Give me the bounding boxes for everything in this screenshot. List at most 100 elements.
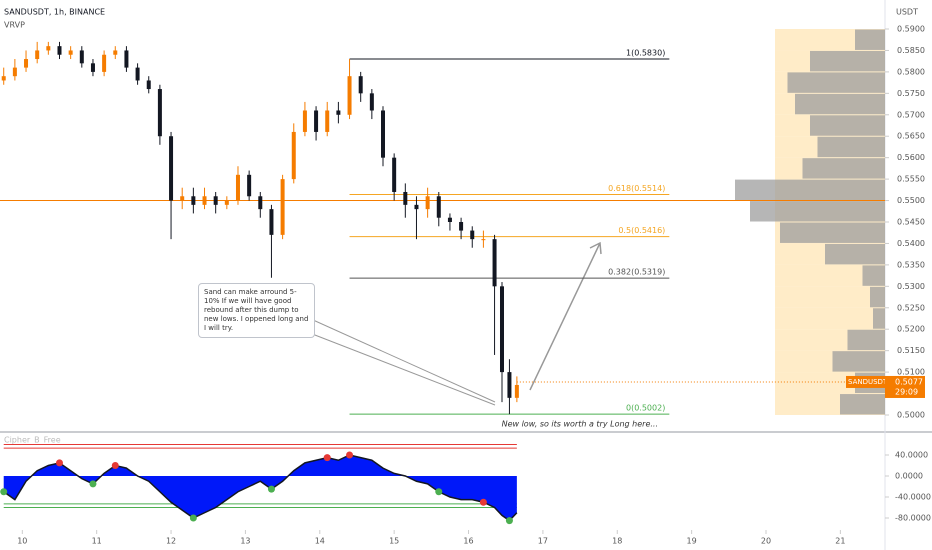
y-tick-label: 0.5400 <box>897 239 925 248</box>
osc-tick-label: -80.0000 <box>895 514 931 523</box>
note: Sand can make arround 5-10% If we will h… <box>198 283 315 338</box>
volume-bar <box>780 222 885 243</box>
candle-body <box>459 222 464 231</box>
candle-body <box>314 110 319 132</box>
osc-dot <box>323 454 331 462</box>
candle-body <box>425 196 430 210</box>
y-tick-label: 0.5450 <box>897 218 925 227</box>
y-tick-label: 0.5200 <box>897 325 925 334</box>
arrow <box>529 241 602 391</box>
volume-bar <box>855 29 885 50</box>
candle-body <box>403 191 408 205</box>
candle-body <box>169 136 174 201</box>
x-tick-label: 17 <box>538 537 548 546</box>
volume-area <box>775 286 885 308</box>
candle-body <box>381 110 386 158</box>
x-tick-label: 21 <box>835 537 845 546</box>
candle-body <box>113 50 118 55</box>
osc-dot <box>55 459 63 467</box>
volume-bar <box>873 308 885 329</box>
volume-bar <box>750 201 885 222</box>
candle-body <box>291 131 296 180</box>
caption: New low, so its worth a try Long here... <box>502 420 658 429</box>
chart-title: SANDUSDT, 1h, BINANCE <box>4 8 105 17</box>
callout-line <box>301 329 496 406</box>
volume-bar <box>840 394 885 415</box>
fib-label: 0.5(0.5416) <box>618 226 665 235</box>
x-tick-label: 11 <box>92 537 102 546</box>
last-price-symbol: SANDUSDT <box>848 378 888 386</box>
oscillator-name: Cipher_B_Free <box>4 436 61 445</box>
candle-body <box>35 50 40 60</box>
x-tick-label: 15 <box>389 537 399 546</box>
last-price-value: 0.5077 <box>895 377 923 386</box>
candle-body <box>392 157 397 192</box>
candle-body <box>302 110 307 132</box>
candle-body <box>24 59 29 68</box>
candle-body <box>1 76 6 81</box>
candle-body <box>213 196 218 205</box>
y-tick-label: 0.5100 <box>897 368 925 377</box>
candle-body <box>336 110 341 115</box>
candle-body <box>258 196 263 210</box>
volume-area <box>775 264 885 287</box>
volume-bar <box>847 329 885 351</box>
osc-dot <box>346 451 354 459</box>
osc-tick-label: 0.0000 <box>895 472 923 481</box>
candle-body <box>369 93 374 111</box>
callout-line <box>301 314 496 403</box>
candle-body <box>79 50 84 64</box>
volume-bar <box>735 179 885 201</box>
candle-body <box>325 110 330 132</box>
candle-body <box>146 80 151 90</box>
volume-area <box>775 307 885 330</box>
candle-body <box>191 196 196 205</box>
last-price-timer: 29:09 <box>895 387 918 396</box>
candle-body <box>280 179 285 235</box>
axis-unit: USDT <box>896 8 918 17</box>
last-price-tag <box>885 375 925 398</box>
candle-body <box>470 230 475 240</box>
osc-dot <box>111 462 119 469</box>
candle-body <box>46 46 51 51</box>
y-tick-label: 0.5000 <box>897 410 925 419</box>
volume-bar <box>825 243 885 265</box>
y-tick-label: 0.5700 <box>897 110 925 119</box>
volume-bar <box>832 351 885 372</box>
candle-body <box>514 384 519 398</box>
candle-body <box>12 67 17 77</box>
x-tick-label: 16 <box>463 537 473 546</box>
osc-dot <box>0 488 8 496</box>
candle-body <box>414 204 419 210</box>
osc-tick-label: -40.0000 <box>895 493 931 502</box>
y-tick-label: 0.5300 <box>897 282 925 291</box>
osc-tick-label: 40.0000 <box>895 451 928 460</box>
candle-body <box>68 50 73 55</box>
x-tick-label: 20 <box>761 537 771 546</box>
candle-body <box>90 63 95 72</box>
last-price-box <box>846 375 885 388</box>
fib-label: 1(0.5830) <box>626 49 665 58</box>
osc-dot <box>267 485 275 493</box>
x-tick-label: 10 <box>17 537 27 546</box>
candle-body <box>157 89 162 137</box>
fib-label: 0.382(0.5319) <box>608 268 665 277</box>
y-tick-label: 0.5750 <box>897 89 925 98</box>
candle-body <box>247 174 252 197</box>
volume-bar <box>787 72 885 93</box>
osc-dot <box>479 498 487 506</box>
candle-body <box>436 196 441 218</box>
y-tick-label: 0.5650 <box>897 132 925 141</box>
candle-body <box>202 196 207 205</box>
volume-bar <box>817 136 885 158</box>
y-tick-label: 0.5500 <box>897 196 925 205</box>
candle-body <box>492 239 497 287</box>
candle-body <box>57 46 62 55</box>
volume-bar <box>870 286 885 308</box>
fib-label: 0.618(0.5514) <box>608 184 665 193</box>
fib-label: 0(0.5002) <box>626 404 665 413</box>
volume-bar <box>862 265 885 286</box>
candle-body <box>124 50 129 68</box>
candle-body <box>347 76 352 115</box>
